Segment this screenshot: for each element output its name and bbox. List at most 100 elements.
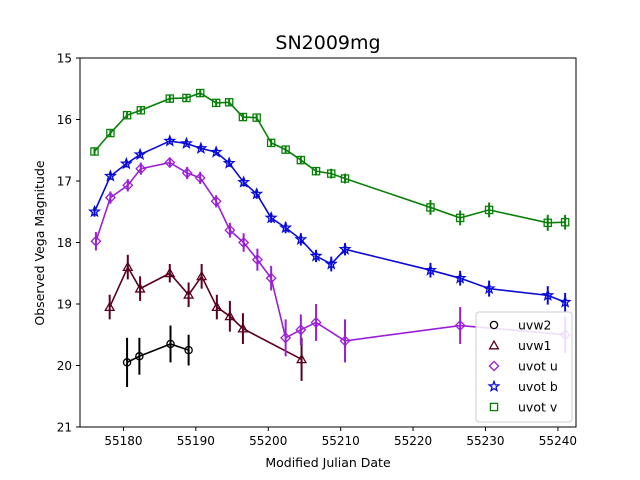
data-point-uvot-u bbox=[194, 172, 206, 184]
data-point-uvot-b bbox=[222, 156, 236, 169]
data-point-uvw1 bbox=[296, 353, 308, 364]
y-tick-label: 15 bbox=[57, 52, 72, 66]
data-point-uvot-b bbox=[250, 187, 264, 200]
data-point-uvot-u bbox=[310, 316, 322, 328]
x-axis-label: Modified Julian Date bbox=[265, 455, 391, 470]
data-point-uvot-v bbox=[90, 147, 99, 156]
y-tick-label: 17 bbox=[57, 175, 72, 189]
data-point-uvw1 bbox=[183, 289, 195, 299]
y-axis-label: Observed Vega Magnitude bbox=[32, 160, 47, 325]
legend-marker-uvot-u bbox=[488, 360, 500, 372]
legend: uvw2 uvw1 uvot u uvot b uvot v bbox=[475, 311, 573, 423]
y-tick-label: 21 bbox=[57, 421, 72, 435]
data-point-uvot-u bbox=[295, 324, 307, 336]
legend-label-uvw1: uvw1 bbox=[518, 338, 552, 353]
data-point-uvot-b bbox=[87, 204, 102, 218]
x-tick-label: 55190 bbox=[177, 434, 215, 448]
y-tick-label: 18 bbox=[57, 236, 72, 250]
legend-label-uvw2: uvw2 bbox=[518, 318, 552, 333]
data-point-uvot-b bbox=[558, 295, 572, 308]
data-point-uvot-b bbox=[338, 242, 352, 255]
data-point-uvw1 bbox=[134, 282, 146, 293]
data-point-uvot-v bbox=[560, 217, 570, 227]
series-uvot-b bbox=[87, 134, 572, 312]
data-point-uvot-b bbox=[423, 263, 437, 276]
data-point-uvot-u bbox=[224, 224, 236, 236]
data-point-uvot-v bbox=[165, 94, 175, 103]
data-point-uvot-v bbox=[543, 218, 553, 228]
data-point-uvot-u bbox=[122, 179, 134, 191]
legend-marker-uvw1 bbox=[488, 339, 500, 350]
x-tick-label: 55220 bbox=[394, 434, 432, 448]
data-point-uvot-u bbox=[210, 195, 222, 207]
data-point-uvot-v bbox=[182, 93, 191, 103]
x-tick-label: 55200 bbox=[249, 434, 287, 448]
plot-area: 55180 55190 55200 55210 55220 55230 55240 15 16 1… bbox=[57, 52, 577, 449]
data-point-uvot-v bbox=[238, 112, 248, 122]
data-point-uvot-u bbox=[90, 235, 102, 247]
data-point-uvot-b bbox=[279, 220, 293, 234]
data-point-uvw1 bbox=[196, 270, 208, 281]
data-point-uvot-b bbox=[324, 257, 338, 270]
series-line-uvw1 bbox=[108, 265, 302, 361]
data-point-uvw2 bbox=[135, 352, 144, 361]
data-point-uvot-u bbox=[339, 335, 351, 347]
data-point-uvot-b bbox=[541, 288, 555, 301]
y-tick-label: 19 bbox=[57, 298, 72, 312]
series-line-uvot-v bbox=[93, 92, 566, 224]
data-point-uvot-v bbox=[281, 145, 290, 154]
series-uvw2 bbox=[122, 325, 193, 388]
data-point-uvot-u bbox=[238, 236, 250, 249]
data-point-uvot-b bbox=[209, 145, 223, 158]
data-point-uvot-u bbox=[265, 272, 277, 284]
data-point-uvot-v bbox=[455, 213, 465, 223]
data-point-uvot-u bbox=[280, 332, 292, 344]
data-point-uvot-v bbox=[211, 98, 221, 108]
data-point-uvot-b bbox=[482, 281, 496, 295]
data-point-uvot-b bbox=[163, 134, 177, 147]
x-tick-label: 55210 bbox=[322, 434, 360, 448]
series-uvot-v bbox=[90, 88, 570, 231]
legend-marker-uvot-v bbox=[489, 402, 499, 412]
series-uvw1 bbox=[104, 254, 308, 381]
data-point-uvot-b bbox=[119, 156, 133, 170]
data-point-uvot-v bbox=[311, 166, 321, 176]
data-point-uvot-b bbox=[264, 211, 278, 224]
series-uvot-u bbox=[90, 157, 571, 363]
data-point-uvw1 bbox=[104, 301, 116, 312]
y-tick-label: 16 bbox=[57, 113, 72, 127]
data-point-uvot-b bbox=[294, 232, 308, 245]
data-point-uvot-v bbox=[426, 203, 435, 212]
series-line-uvot-b bbox=[93, 140, 566, 303]
data-point-uvot-b bbox=[309, 249, 323, 262]
data-point-uvot-u bbox=[164, 157, 176, 169]
y-tick-label: 20 bbox=[57, 359, 72, 373]
data-point-uvot-b bbox=[103, 169, 117, 182]
data-point-uvot-v bbox=[195, 88, 205, 98]
data-point-uvot-u bbox=[251, 254, 263, 266]
x-tick-label: 55180 bbox=[104, 434, 142, 448]
data-point-uvw1 bbox=[224, 310, 236, 321]
data-point-uvot-u bbox=[135, 163, 147, 175]
data-point-uvot-b bbox=[133, 147, 147, 161]
legend-marker-uvot-b bbox=[487, 379, 501, 393]
data-point-uvot-b bbox=[194, 141, 208, 154]
legend-label-uvot-u: uvot u bbox=[518, 359, 558, 374]
data-point-uvot-v bbox=[340, 174, 350, 183]
data-point-uvot-v bbox=[327, 169, 336, 178]
series-line-uvw2 bbox=[126, 343, 189, 364]
data-point-uvot-u bbox=[454, 320, 466, 332]
x-tick-label: 55230 bbox=[466, 434, 504, 448]
data-point-uvw1 bbox=[164, 267, 176, 278]
legend-box bbox=[475, 311, 573, 423]
data-point-uvot-b bbox=[237, 175, 251, 188]
data-point-uvw2 bbox=[166, 339, 175, 349]
legend-label-uvot-v: uvot v bbox=[518, 400, 558, 415]
data-point-uvot-v bbox=[136, 106, 146, 115]
data-point-uvw2 bbox=[184, 345, 193, 355]
x-tick-label: 55240 bbox=[539, 434, 577, 448]
data-point-uvw1 bbox=[237, 322, 249, 333]
data-point-uvot-v bbox=[252, 113, 261, 122]
data-point-uvw1 bbox=[122, 261, 134, 272]
